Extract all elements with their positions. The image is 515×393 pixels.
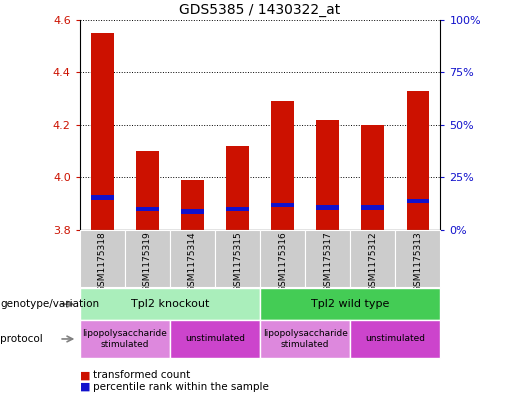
Bar <box>226 146 249 230</box>
Text: ■: ■ <box>80 370 90 380</box>
Bar <box>260 320 350 358</box>
Bar <box>170 230 215 287</box>
Bar <box>316 119 339 230</box>
Bar <box>406 91 429 230</box>
Bar <box>80 320 170 358</box>
Bar <box>316 206 339 210</box>
Text: unstimulated: unstimulated <box>185 334 245 343</box>
Bar <box>362 125 384 230</box>
Bar <box>350 230 396 287</box>
Text: genotype/variation: genotype/variation <box>0 299 99 309</box>
Title: GDS5385 / 1430322_at: GDS5385 / 1430322_at <box>179 3 341 17</box>
Text: GSM1175316: GSM1175316 <box>278 231 287 292</box>
Bar <box>80 288 260 320</box>
Bar <box>271 101 294 230</box>
Text: GSM1175319: GSM1175319 <box>143 231 152 292</box>
Text: protocol: protocol <box>0 334 43 344</box>
Bar <box>170 320 260 358</box>
Bar <box>181 209 204 214</box>
Text: ■: ■ <box>80 382 90 392</box>
Bar <box>136 151 159 230</box>
Bar <box>271 203 294 207</box>
Text: lipopolysaccharide
stimulated: lipopolysaccharide stimulated <box>263 329 348 349</box>
Bar <box>406 198 429 203</box>
Text: GSM1175315: GSM1175315 <box>233 231 242 292</box>
Bar <box>260 230 305 287</box>
Bar <box>260 288 440 320</box>
Text: unstimulated: unstimulated <box>365 334 425 343</box>
Bar <box>136 206 159 211</box>
Bar <box>226 206 249 211</box>
Text: Tpl2 knockout: Tpl2 knockout <box>131 299 209 309</box>
Bar <box>305 230 350 287</box>
Text: GSM1175313: GSM1175313 <box>414 231 422 292</box>
Text: lipopolysaccharide
stimulated: lipopolysaccharide stimulated <box>82 329 167 349</box>
Bar <box>80 230 125 287</box>
Bar <box>396 230 440 287</box>
Text: Tpl2 wild type: Tpl2 wild type <box>311 299 389 309</box>
Text: GSM1175314: GSM1175314 <box>188 231 197 292</box>
Bar <box>362 206 384 210</box>
Text: percentile rank within the sample: percentile rank within the sample <box>93 382 269 392</box>
Bar <box>215 230 260 287</box>
Text: GSM1175312: GSM1175312 <box>368 231 377 292</box>
Bar <box>125 230 170 287</box>
Text: GSM1175317: GSM1175317 <box>323 231 332 292</box>
Text: transformed count: transformed count <box>93 370 190 380</box>
Bar <box>91 195 114 200</box>
Text: GSM1175318: GSM1175318 <box>98 231 107 292</box>
Bar <box>350 320 440 358</box>
Bar <box>181 180 204 230</box>
Bar <box>91 33 114 230</box>
